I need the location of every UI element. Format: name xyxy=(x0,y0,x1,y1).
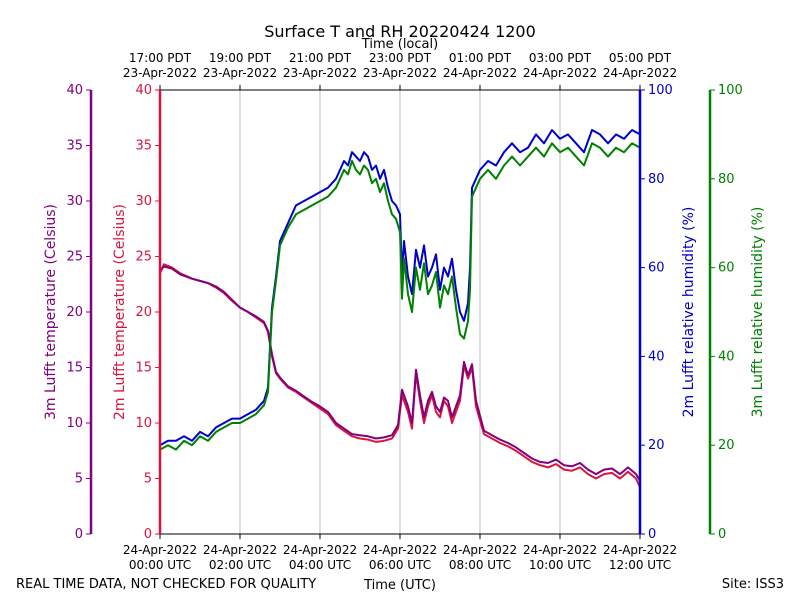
x-bottom-tick-date: 24-Apr-2022 xyxy=(603,543,677,557)
temp-2m-tick-label: 35 xyxy=(135,139,152,154)
temp-3m-tick-label: 35 xyxy=(66,139,83,154)
temp-3m-tick-label: 5 xyxy=(75,472,83,487)
rh-3m-tick-label: 60 xyxy=(718,261,735,276)
x-top-tick-time: 17:00 PDT xyxy=(129,51,192,65)
rh-2m-tick-label: 60 xyxy=(648,261,665,276)
temp-3m-tick-label: 10 xyxy=(66,416,83,431)
temp-2m-tick-label: 10 xyxy=(135,416,152,431)
temp-3m-tick-label: 15 xyxy=(66,361,83,376)
x-axis-label: Time (UTC) xyxy=(363,578,436,593)
x-top-tick-date: 24-Apr-2022 xyxy=(443,66,517,80)
axis-label-temp-2m: 2m Lufft temperature (Celsius) xyxy=(112,204,128,420)
temp-2m-tick-label: 25 xyxy=(135,250,152,265)
series-layer xyxy=(159,129,641,488)
top-axis-label: Time (local) xyxy=(361,37,438,52)
x-bottom-tick-time: 04:00 UTC xyxy=(289,558,351,572)
rh-3m-tick-label: 100 xyxy=(718,83,743,98)
temp-2m-tick-label: 20 xyxy=(135,305,152,320)
rh-3m-tick-label: 0 xyxy=(718,527,726,542)
series-line-rh-3m xyxy=(159,142,641,451)
axis-label-rh-2m: 2m Lufft relative humidity (%) xyxy=(681,207,697,418)
temp-2m-tick-label: 40 xyxy=(135,83,152,98)
temp-3m-tick-label: 40 xyxy=(66,83,83,98)
x-bottom-tick-time: 06:00 UTC xyxy=(369,558,431,572)
x-bottom-tick-time: 00:00 UTC xyxy=(129,558,191,572)
temp-3m-tick-label: 20 xyxy=(66,305,83,320)
rh-2m-tick-label: 40 xyxy=(648,349,665,364)
x-bottom-tick-date: 24-Apr-2022 xyxy=(203,543,277,557)
series-line-temp-3m xyxy=(159,265,641,482)
footer-site: Site: ISS3 xyxy=(722,577,784,592)
x-top-tick-time: 19:00 PDT xyxy=(209,51,272,65)
footer-quality-note: REAL TIME DATA, NOT CHECKED FOR QUALITY xyxy=(16,577,316,592)
axis-label-rh-3m: 3m Lufft relative humidity (%) xyxy=(750,207,766,418)
axis-temp-3m: 0 5 10 15 20 25 30 35 40 xyxy=(66,83,91,542)
temp-2m-tick-label: 30 xyxy=(135,194,152,209)
axis-rh-3m: 0 20 40 60 80 100 xyxy=(710,83,743,542)
x-top-tick-time: 21:00 PDT xyxy=(289,51,352,65)
vertical-gridlines xyxy=(239,90,561,534)
x-top-tick-time: 05:00 PDT xyxy=(609,51,672,65)
x-top-tick-date: 23-Apr-2022 xyxy=(203,66,277,80)
x-top-tick-time: 01:00 PDT xyxy=(449,51,512,65)
x-top-tick-date: 23-Apr-2022 xyxy=(363,66,437,80)
x-top-tick-date: 24-Apr-2022 xyxy=(523,66,597,80)
rh-2m-tick-label: 80 xyxy=(648,172,665,187)
x-top-tick-time: 23:00 PDT xyxy=(369,51,432,65)
x-bottom-tick-time: 12:00 UTC xyxy=(609,558,671,572)
rh-2m-tick-label: 20 xyxy=(648,438,665,453)
x-bottom-tick-date: 24-Apr-2022 xyxy=(363,543,437,557)
axis-rh-2m: 0 20 40 60 80 100 xyxy=(640,83,673,542)
x-bottom-tick-date: 24-Apr-2022 xyxy=(123,543,197,557)
temp-3m-tick-label: 30 xyxy=(66,194,83,209)
axis-temp-2m: 0 5 10 15 20 25 30 35 40 xyxy=(135,83,160,542)
temp-2m-tick-label: 15 xyxy=(135,361,152,376)
x-bottom-tick-time: 10:00 UTC xyxy=(529,558,591,572)
x-top-tick-date: 23-Apr-2022 xyxy=(283,66,357,80)
temp-3m-tick-label: 0 xyxy=(75,527,83,542)
x-bottom-tick-time: 02:00 UTC xyxy=(209,558,271,572)
x-bottom-tick-date: 24-Apr-2022 xyxy=(443,543,517,557)
x-top-tick-date: 24-Apr-2022 xyxy=(603,66,677,80)
x-bottom-tick-date: 24-Apr-2022 xyxy=(283,543,357,557)
x-top-tick-date: 23-Apr-2022 xyxy=(123,66,197,80)
temp-3m-tick-label: 25 xyxy=(66,250,83,265)
rh-3m-tick-label: 40 xyxy=(718,349,735,364)
rh-2m-tick-label: 100 xyxy=(648,83,673,98)
x-bottom-tick-time: 08:00 UTC xyxy=(449,558,511,572)
axis-label-temp-3m: 3m Lufft temperature (Celsius) xyxy=(43,204,59,420)
x-bottom-tick-date: 24-Apr-2022 xyxy=(523,543,597,557)
temp-2m-tick-label: 0 xyxy=(144,527,152,542)
rh-3m-tick-label: 20 xyxy=(718,438,735,453)
rh-3m-tick-label: 80 xyxy=(718,172,735,187)
rh-2m-tick-label: 0 xyxy=(648,527,656,542)
temp-2m-tick-label: 5 xyxy=(144,472,152,487)
x-top-tick-time: 03:00 PDT xyxy=(529,51,592,65)
chart-title: Surface T and RH 20220424 1200 xyxy=(264,22,536,41)
